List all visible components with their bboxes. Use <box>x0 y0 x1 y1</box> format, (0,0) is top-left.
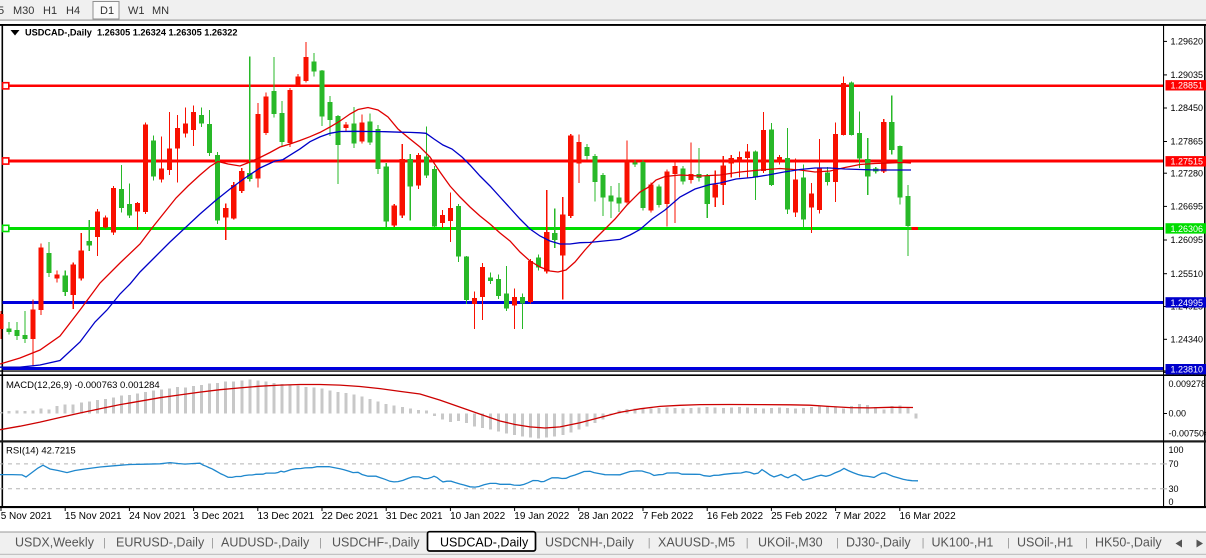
svg-text:16 Feb 2022: 16 Feb 2022 <box>707 511 764 522</box>
svg-text:M30: M30 <box>13 5 34 17</box>
svg-text:USDCHF-,Daily: USDCHF-,Daily <box>332 536 420 550</box>
svg-text:MN: MN <box>152 5 169 17</box>
svg-text:0.009278: 0.009278 <box>1169 379 1206 389</box>
svg-text:15 Nov 2021: 15 Nov 2021 <box>65 511 122 522</box>
svg-text:1.25510: 1.25510 <box>1171 269 1204 279</box>
svg-text:70: 70 <box>1169 459 1179 469</box>
svg-text:H1: H1 <box>43 5 57 17</box>
svg-text:|: | <box>1085 537 1088 549</box>
svg-text:|: | <box>648 537 651 549</box>
svg-text:22 Dec 2021: 22 Dec 2021 <box>322 511 379 522</box>
svg-text:7 Mar 2022: 7 Mar 2022 <box>835 511 886 522</box>
svg-text:|: | <box>922 537 925 549</box>
svg-text:AUDUSD-,Daily: AUDUSD-,Daily <box>221 536 310 550</box>
svg-text:1.26306: 1.26306 <box>1171 224 1204 234</box>
svg-text:1.27280: 1.27280 <box>1171 168 1204 178</box>
svg-text:DJ30-,Daily: DJ30-,Daily <box>846 536 911 550</box>
svg-text:1.28851: 1.28851 <box>1171 81 1204 91</box>
svg-text:H4: H4 <box>66 5 80 17</box>
svg-text:0: 0 <box>1169 497 1174 507</box>
svg-text:|: | <box>211 537 214 549</box>
svg-text:|: | <box>1007 537 1010 549</box>
svg-text:D1: D1 <box>100 5 114 17</box>
svg-text:|: | <box>836 537 839 549</box>
svg-text:MACD(12,26,9) -0.000763 0.0012: MACD(12,26,9) -0.000763 0.001284 <box>6 380 160 391</box>
svg-text:24 Nov 2021: 24 Nov 2021 <box>129 511 186 522</box>
svg-text:RSI(14) 42.7215: RSI(14) 42.7215 <box>6 446 76 457</box>
svg-text:30: 30 <box>1169 484 1179 494</box>
svg-text:UKOil-,M30: UKOil-,M30 <box>758 536 823 550</box>
svg-text:UK100-,H1: UK100-,H1 <box>932 536 994 550</box>
svg-text:|: | <box>103 537 106 549</box>
svg-text:|: | <box>319 537 322 549</box>
svg-text:USOil-,H1: USOil-,H1 <box>1017 536 1073 550</box>
svg-text:1.29035: 1.29035 <box>1171 70 1204 80</box>
svg-text:HK50-,Daily: HK50-,Daily <box>1095 536 1162 550</box>
svg-text:USDCNH-,Daily: USDCNH-,Daily <box>545 536 635 550</box>
svg-text:16 Mar 2022: 16 Mar 2022 <box>900 511 957 522</box>
svg-text:1.27515: 1.27515 <box>1171 157 1204 167</box>
svg-text:1.29620: 1.29620 <box>1171 37 1204 47</box>
svg-text:5: 5 <box>0 5 4 17</box>
svg-text:1.27865: 1.27865 <box>1171 137 1204 147</box>
svg-text:1.26695: 1.26695 <box>1171 202 1204 212</box>
svg-text:USDCAD-,Daily: USDCAD-,Daily <box>440 536 529 550</box>
svg-text:13 Dec 2021: 13 Dec 2021 <box>258 511 315 522</box>
svg-text:1.23810: 1.23810 <box>1171 365 1204 375</box>
svg-text:28 Jan 2022: 28 Jan 2022 <box>579 511 634 522</box>
svg-text:100: 100 <box>1169 445 1184 455</box>
svg-text:-0.007504: -0.007504 <box>1169 428 1206 438</box>
svg-text:0.00: 0.00 <box>1169 409 1187 419</box>
svg-text:1.26095: 1.26095 <box>1171 235 1204 245</box>
svg-text:25 Feb 2022: 25 Feb 2022 <box>771 511 828 522</box>
svg-text:7 Feb 2022: 7 Feb 2022 <box>643 511 694 522</box>
svg-text:10 Jan 2022: 10 Jan 2022 <box>450 511 505 522</box>
svg-text:31 Dec 2021: 31 Dec 2021 <box>386 511 443 522</box>
svg-text:1.24995: 1.24995 <box>1171 298 1204 308</box>
svg-text:|: | <box>746 537 749 549</box>
svg-text:USDCAD-,Daily 1.26305 1.26324: USDCAD-,Daily 1.26305 1.26324 1.26305 1.… <box>25 28 237 38</box>
svg-text:EURUSD-,Daily: EURUSD-,Daily <box>116 536 205 550</box>
svg-text:1.24340: 1.24340 <box>1171 335 1204 345</box>
svg-text:USDX,Weekly: USDX,Weekly <box>15 536 95 550</box>
svg-text:3 Dec 2021: 3 Dec 2021 <box>193 511 245 522</box>
svg-text:W1: W1 <box>128 5 145 17</box>
svg-text:1.28450: 1.28450 <box>1171 103 1204 113</box>
svg-text:5 Nov 2021: 5 Nov 2021 <box>1 511 53 522</box>
svg-text:XAUUSD-,M5: XAUUSD-,M5 <box>658 536 735 550</box>
svg-text:19 Jan 2022: 19 Jan 2022 <box>514 511 569 522</box>
